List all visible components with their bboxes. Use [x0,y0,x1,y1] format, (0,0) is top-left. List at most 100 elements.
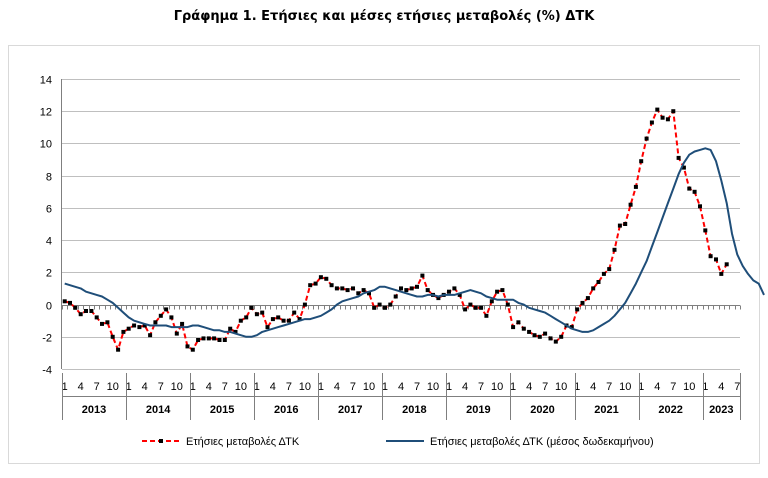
data-point-marker [714,257,718,262]
data-point-marker [361,288,366,293]
x-month-label: 7 [670,381,676,393]
y-tick-label: 2 [46,268,52,280]
data-point-marker [121,329,126,334]
x-axis: 1 4 7 10 1 4 7 10 1 4 7 10 1 4 7 10 1 4 7 10 1 4 7 10 1 4 7 10 1 4 7 10… [62,305,741,420]
y-tick-label: -2 [42,333,52,345]
data-point-marker [724,262,729,267]
x-month-label: 1 [382,381,388,393]
data-point-marker [633,184,638,189]
data-point-marker [489,299,494,304]
data-point-marker [415,284,419,289]
x-month-label: 7 [734,381,740,393]
data-point-marker [596,280,601,284]
data-point-marker [345,288,350,293]
data-point-marker [206,336,211,341]
y-tick-label: 14 [40,75,52,87]
data-point-marker [655,107,660,112]
data-point-marker [334,286,339,291]
x-month-label: 1 [190,381,196,393]
x-month-label: 10 [619,381,631,393]
data-point-marker [110,334,115,339]
x-month-label: 4 [78,381,84,393]
data-point-marker [308,283,313,288]
data-point-marker [511,325,516,330]
data-point-marker [601,271,606,276]
legend: Ετήσιες μεταβολές ΔΤΚ Ετήσιες μεταβολές Δ… [142,436,654,448]
data-point-marker [425,288,430,293]
data-point-marker [201,336,206,341]
data-point-marker [484,313,489,318]
data-point-marker [660,115,665,120]
data-point-marker [607,267,612,272]
data-point-marker [292,310,297,315]
x-month-label: 10 [107,381,119,393]
data-point-marker [222,338,227,342]
x-year-label: 2020 [530,404,554,416]
data-point-marker [452,286,457,291]
data-point-marker [644,136,649,141]
x-month-label: 4 [654,381,660,393]
legend-label: Ετήσιες μεταβολές ΔΤΚ (μέσος δωδεκαμήνου… [430,436,654,448]
data-point-marker [78,312,83,317]
data-point-marker [270,317,275,322]
x-month-label: 1 [62,381,68,393]
data-point-marker [436,296,441,301]
data-point-marker [148,333,153,338]
data-point-marker [100,321,104,326]
data-point-marker [174,331,179,336]
x-year-label: 2015 [210,404,234,416]
y-tick-label: -4 [42,365,52,377]
x-month-label: 7 [94,381,100,393]
x-month-label: 4 [398,381,404,393]
x-year-label: 2018 [402,404,426,416]
x-month-label: 1 [638,381,644,393]
data-point-marker [313,281,318,286]
data-point-marker [591,286,596,291]
x-year-label: 2016 [274,404,298,416]
series-line-moving-average [64,147,765,338]
data-point-marker [692,189,697,194]
x-month-label: 7 [478,381,484,393]
x-month-label: 4 [462,381,468,393]
data-point-marker [521,326,526,331]
x-month-label: 4 [142,381,148,393]
data-point-marker [84,309,88,313]
data-point-marker [527,329,532,334]
data-point-marker [409,286,414,291]
data-point-marker [180,321,185,326]
data-point-marker [575,307,580,312]
data-point-marker [377,302,382,307]
data-point-marker [617,223,622,228]
data-point-marker [628,202,633,207]
data-point-marker [89,309,94,313]
y-tick-label: 4 [46,236,52,248]
data-point-marker [495,289,500,294]
data-point-marker [340,286,345,291]
data-point-marker [94,315,99,320]
chart-title: Γράφημα 1. Ετήσιες και μέσες ετήσιες μετ… [173,9,595,24]
data-point-marker [318,275,323,280]
y-tick-label: 10 [40,139,52,151]
data-point-marker [447,289,451,294]
chart-area-border [8,45,760,464]
x-month-label: 1 [318,381,324,393]
data-point-marker [399,286,403,291]
data-point-marker [126,326,131,331]
data-point-marker [649,120,654,125]
data-point-marker [404,288,409,293]
x-year-label: 2014 [146,404,171,416]
data-point-marker [185,344,190,349]
data-point-marker [500,288,505,293]
x-year-label: 2021 [594,404,618,416]
x-month-label: 7 [158,381,164,393]
y-tick-label: 12 [40,107,52,119]
x-month-label: 7 [222,381,228,393]
x-month-label: 1 [574,381,580,393]
data-point-marker [698,204,702,209]
data-point-marker [324,276,329,281]
x-month-label: 7 [542,381,548,393]
data-point-marker [612,247,617,252]
data-point-marker [580,300,585,305]
data-point-marker [238,318,243,323]
data-point-marker [228,326,233,331]
